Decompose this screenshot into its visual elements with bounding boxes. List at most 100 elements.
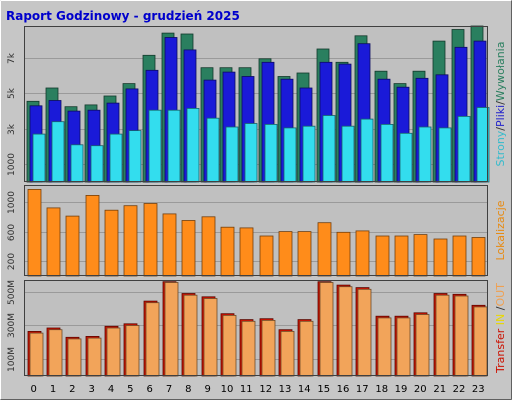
x-tick-label: 19: [395, 384, 408, 395]
x-tick-label: 9: [205, 384, 211, 395]
bar-visits-strony: [51, 121, 65, 183]
panel-visits-y-tick-label: 3k: [7, 123, 17, 135]
bar-transfer-out: [454, 295, 469, 377]
bar-visits-strony: [128, 130, 142, 183]
x-tick-label: 20: [414, 384, 427, 395]
x-tick-label: 1: [50, 384, 56, 395]
bar-visits-strony: [148, 109, 162, 183]
bar-visits-strony: [418, 126, 432, 183]
panel-transfer-legend-label: Transfer IN /OUT: [494, 283, 507, 374]
bar-locations-lokalizacje: [355, 230, 370, 277]
x-tick-label: 22: [453, 384, 466, 395]
bar-locations-lokalizacje: [433, 238, 448, 277]
bar-transfer-out: [435, 294, 450, 377]
panel-visits-legend-label: Strony/Pliki/Wywołania: [494, 42, 507, 167]
bar-visits-strony: [341, 125, 355, 183]
bar-locations-lokalizacje: [220, 226, 235, 277]
bar-visits-strony: [360, 118, 374, 183]
bar-locations-lokalizacje: [162, 213, 177, 277]
bar-locations-lokalizacje: [297, 231, 312, 277]
panel-transfer-y-tick-label: 100M: [7, 347, 17, 372]
bar-visits-strony: [90, 145, 104, 183]
bar-transfer-out: [87, 337, 102, 377]
panel-locations-legend-label: Lokalizacje: [494, 200, 507, 260]
legend-label-part: /: [494, 101, 507, 105]
bar-transfer-out: [357, 288, 372, 377]
bar-locations-lokalizacje: [239, 227, 254, 277]
bar-transfer-out: [299, 320, 314, 377]
panel-visits-y-tick-label: 7k: [7, 52, 17, 64]
bar-locations-lokalizacje: [317, 222, 332, 277]
panel-locations: 200 600 1000 Lokalizacje: [7, 185, 507, 277]
bar-visits-strony: [32, 133, 46, 183]
panel-visits-border: [24, 26, 488, 182]
bar-locations-lokalizacje: [336, 231, 351, 277]
x-tick-label: 12: [259, 384, 272, 395]
x-tick-label: 14: [298, 384, 311, 395]
bar-locations-lokalizacje: [278, 231, 293, 277]
x-tick-label: 21: [433, 384, 446, 395]
bar-visits-strony: [225, 126, 239, 183]
panel-transfer-y-tick-label: 500M: [7, 280, 17, 305]
x-tick-label: 13: [279, 384, 292, 395]
panel-transfer: 100M 300M 500M Transfer IN /OUT: [7, 280, 507, 377]
chart-panels: 10003k5k7kStrony/Pliki/Wywołania20060010…: [7, 25, 507, 395]
legend-label-part: Wywołania: [494, 42, 507, 102]
bar-locations-lokalizacje: [46, 207, 61, 277]
x-tick-label: 15: [317, 384, 330, 395]
bar-locations-lokalizacje: [123, 205, 138, 277]
bar-visits-strony: [206, 117, 220, 183]
bar-locations-lokalizacje: [394, 235, 409, 277]
bar-transfer-out: [183, 294, 198, 377]
x-tick-label: 16: [337, 384, 350, 395]
bar-transfer-out: [125, 325, 140, 377]
chart-title: Raport Godzinowy - grudzień 2025: [6, 9, 240, 23]
panel-transfer-border: [24, 280, 488, 376]
bar-locations-lokalizacje: [452, 235, 467, 277]
bar-visits-strony: [283, 127, 297, 183]
bar-transfer-out: [67, 338, 82, 377]
bar-visits-strony: [322, 115, 336, 183]
panel-visits-y-tick-label: 5k: [7, 87, 17, 99]
bar-visits-strony: [264, 124, 278, 183]
x-tick-label: 8: [185, 384, 191, 395]
bar-locations-lokalizacje: [85, 194, 100, 277]
x-tick-label: 6: [147, 384, 153, 395]
bar-locations-lokalizacje: [375, 235, 390, 277]
panel-transfer-y-tick-label: 300M: [7, 313, 17, 338]
x-tick-label: 11: [240, 384, 253, 395]
bar-transfer-out: [261, 319, 276, 377]
bar-transfer-out: [145, 302, 160, 377]
bar-locations-lokalizacje: [259, 235, 274, 277]
bar-transfer-out: [473, 306, 488, 377]
panel-locations-plot-area: [24, 185, 488, 276]
x-tick-label: 4: [108, 384, 114, 395]
bar-transfer-out: [164, 282, 179, 377]
bar-transfer-out: [396, 317, 411, 377]
x-tick-label: 2: [69, 384, 75, 395]
x-tick-label: 18: [375, 384, 388, 395]
bar-visits-strony: [302, 125, 316, 183]
bar-locations-lokalizacje: [104, 209, 119, 277]
panel-locations-y-tick-label: 200: [7, 253, 17, 270]
bar-locations-lokalizacje: [181, 220, 196, 277]
bar-locations-lokalizacje: [413, 234, 428, 277]
bar-locations-lokalizacje: [65, 215, 80, 277]
bar-visits-strony: [438, 127, 452, 183]
legend-label-part: IN: [494, 310, 507, 328]
bar-visits-strony: [109, 133, 123, 183]
panel-locations-border: [24, 185, 488, 276]
bar-transfer-out: [280, 330, 295, 377]
bar-visits-strony: [380, 124, 394, 183]
legend-label-part: OUT: [494, 283, 507, 307]
legend-label-part: Pliki: [494, 105, 507, 127]
legend-label-part: /: [494, 306, 507, 310]
x-tick-label: 0: [31, 384, 37, 395]
bar-transfer-out: [319, 282, 334, 377]
bar-visits-strony: [70, 144, 84, 183]
bar-transfer-out: [203, 298, 218, 377]
bar-transfer-out: [106, 327, 121, 377]
